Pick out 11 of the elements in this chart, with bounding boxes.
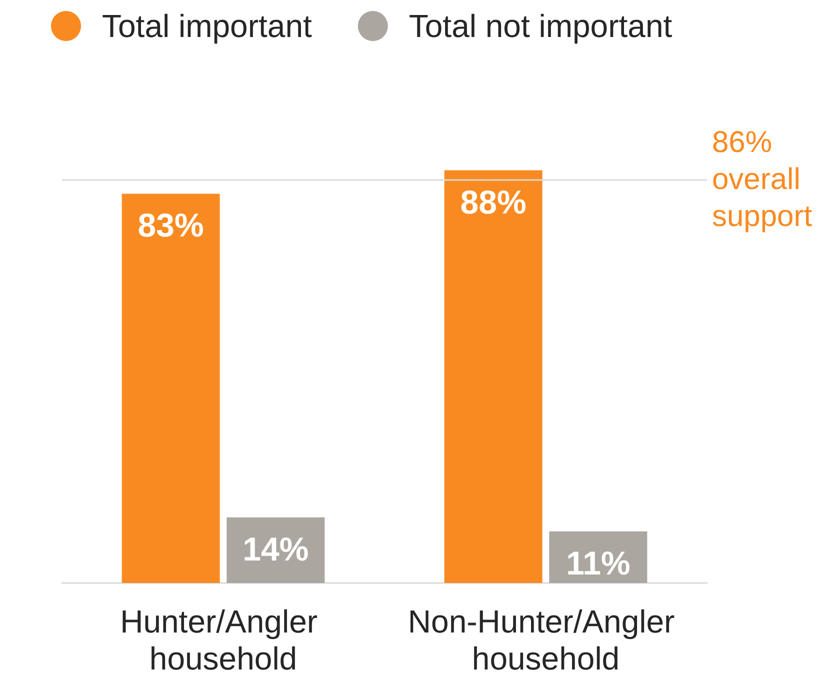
legend-label: Total not important <box>408 8 672 44</box>
bar <box>444 170 542 583</box>
bar <box>122 194 220 583</box>
data-label: 14% <box>242 530 309 568</box>
legend-label: Total important <box>102 8 312 44</box>
x-tick-label: Non-Hunter/Angler household <box>408 604 684 676</box>
ref-line-label: 86% overall support <box>712 126 813 234</box>
x-tick-label: Hunter/Angler household <box>120 604 326 676</box>
data-label: 11% <box>566 544 630 582</box>
data-label: 83% <box>138 206 204 244</box>
data-label: 88% <box>460 183 526 220</box>
